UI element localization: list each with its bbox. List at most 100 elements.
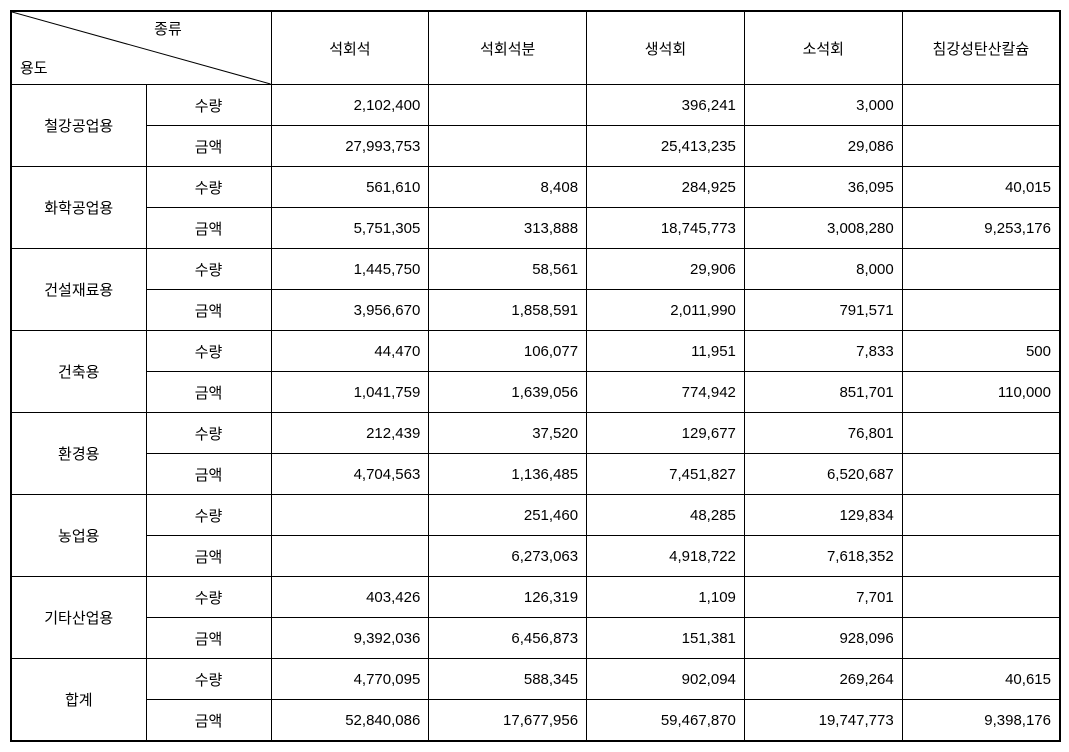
- qty-label: 수량: [146, 495, 271, 536]
- cell-value: 27,993,753: [271, 126, 429, 167]
- cell-value: 37,520: [429, 413, 587, 454]
- cell-value: 19,747,773: [744, 700, 902, 742]
- cell-value: 52,840,086: [271, 700, 429, 742]
- table-row: 철강공업용수량2,102,400396,2413,000: [11, 85, 1060, 126]
- cell-value: [902, 290, 1060, 331]
- amt-label: 금액: [146, 536, 271, 577]
- cell-value: 7,833: [744, 331, 902, 372]
- header-use-label: 용도: [20, 57, 48, 78]
- cell-value: 6,273,063: [429, 536, 587, 577]
- cell-value: 40,615: [902, 659, 1060, 700]
- cell-value: 59,467,870: [587, 700, 745, 742]
- cell-value: 1,136,485: [429, 454, 587, 495]
- cell-value: 3,000: [744, 85, 902, 126]
- cell-value: [902, 618, 1060, 659]
- amt-label: 금액: [146, 618, 271, 659]
- table-row: 농업용수량251,46048,285129,834: [11, 495, 1060, 536]
- qty-label: 수량: [146, 249, 271, 290]
- qty-label: 수량: [146, 413, 271, 454]
- cell-value: 588,345: [429, 659, 587, 700]
- diagonal-line-icon: [12, 12, 271, 84]
- cell-value: 1,109: [587, 577, 745, 618]
- cell-value: 1,041,759: [271, 372, 429, 413]
- cell-value: 3,008,280: [744, 208, 902, 249]
- qty-label: 수량: [146, 659, 271, 700]
- use-label: 기타산업용: [11, 577, 146, 659]
- use-label: 화학공업용: [11, 167, 146, 249]
- col-header: 석회석분: [429, 11, 587, 85]
- cell-value: 6,520,687: [744, 454, 902, 495]
- cell-value: 928,096: [744, 618, 902, 659]
- cell-value: 791,571: [744, 290, 902, 331]
- cell-value: 4,704,563: [271, 454, 429, 495]
- cell-value: 18,745,773: [587, 208, 745, 249]
- use-label: 건축용: [11, 331, 146, 413]
- table-row: 건설재료용수량1,445,75058,56129,9068,000: [11, 249, 1060, 290]
- cell-value: 126,319: [429, 577, 587, 618]
- cell-value: 7,701: [744, 577, 902, 618]
- col-header: 석회석: [271, 11, 429, 85]
- use-label: 농업용: [11, 495, 146, 577]
- cell-value: 25,413,235: [587, 126, 745, 167]
- cell-value: 7,451,827: [587, 454, 745, 495]
- cell-value: 313,888: [429, 208, 587, 249]
- col-header: 소석회: [744, 11, 902, 85]
- cell-value: 8,000: [744, 249, 902, 290]
- table-row: 금액5,751,305313,88818,745,7733,008,2809,2…: [11, 208, 1060, 249]
- table-row: 금액52,840,08617,677,95659,467,87019,747,7…: [11, 700, 1060, 742]
- cell-value: 58,561: [429, 249, 587, 290]
- table-row: 금액3,956,6701,858,5912,011,990791,571: [11, 290, 1060, 331]
- table-row: 금액1,041,7591,639,056774,942851,701110,00…: [11, 372, 1060, 413]
- cell-value: 76,801: [744, 413, 902, 454]
- table-row: 기타산업용수량403,426126,3191,1097,701: [11, 577, 1060, 618]
- cell-value: 1,639,056: [429, 372, 587, 413]
- cell-value: 251,460: [429, 495, 587, 536]
- use-label: 합계: [11, 659, 146, 742]
- cell-value: [271, 536, 429, 577]
- cell-value: 3,956,670: [271, 290, 429, 331]
- cell-value: 500: [902, 331, 1060, 372]
- header-type-label: 종류: [154, 18, 182, 39]
- cell-value: 212,439: [271, 413, 429, 454]
- amt-label: 금액: [146, 290, 271, 331]
- cell-value: 902,094: [587, 659, 745, 700]
- use-label: 건설재료용: [11, 249, 146, 331]
- cell-value: 44,470: [271, 331, 429, 372]
- table-row: 화학공업용수량561,6108,408284,92536,09540,015: [11, 167, 1060, 208]
- cell-value: [902, 495, 1060, 536]
- cell-value: 151,381: [587, 618, 745, 659]
- col-header: 침강성탄산칼슘: [902, 11, 1060, 85]
- cell-value: 110,000: [902, 372, 1060, 413]
- cell-value: 5,751,305: [271, 208, 429, 249]
- table-row: 금액9,392,0366,456,873151,381928,096: [11, 618, 1060, 659]
- cell-value: 2,102,400: [271, 85, 429, 126]
- cell-value: 129,834: [744, 495, 902, 536]
- diagonal-header: 종류 용도: [11, 11, 271, 85]
- use-label: 철강공업용: [11, 85, 146, 167]
- cell-value: [902, 577, 1060, 618]
- table-row: 건축용수량44,470106,07711,9517,833500: [11, 331, 1060, 372]
- table-row: 금액27,993,75325,413,23529,086: [11, 126, 1060, 167]
- cell-value: [271, 495, 429, 536]
- cell-value: 561,610: [271, 167, 429, 208]
- cell-value: 48,285: [587, 495, 745, 536]
- amt-label: 금액: [146, 372, 271, 413]
- qty-label: 수량: [146, 331, 271, 372]
- amt-label: 금액: [146, 126, 271, 167]
- cell-value: 1,445,750: [271, 249, 429, 290]
- cell-value: 7,618,352: [744, 536, 902, 577]
- cell-value: 403,426: [271, 577, 429, 618]
- cell-value: [429, 126, 587, 167]
- use-label: 환경용: [11, 413, 146, 495]
- amt-label: 금액: [146, 208, 271, 249]
- qty-label: 수량: [146, 85, 271, 126]
- cell-value: 17,677,956: [429, 700, 587, 742]
- cell-value: 11,951: [587, 331, 745, 372]
- cell-value: 9,398,176: [902, 700, 1060, 742]
- amt-label: 금액: [146, 700, 271, 742]
- header-row: 종류 용도 석회석 석회석분 생석회 소석회 침강성탄산칼슘: [11, 11, 1060, 85]
- qty-label: 수량: [146, 577, 271, 618]
- cell-value: [902, 85, 1060, 126]
- cell-value: 9,253,176: [902, 208, 1060, 249]
- cell-value: 129,677: [587, 413, 745, 454]
